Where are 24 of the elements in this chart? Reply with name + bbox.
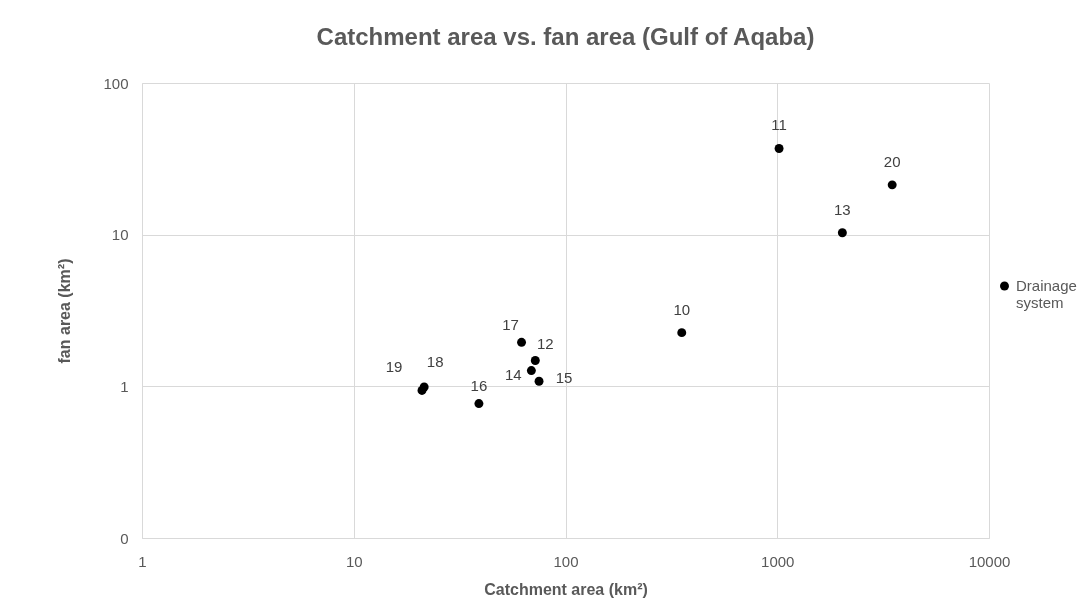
annotation: 20 — [883, 152, 901, 170]
y-tick-label: 10 — [111, 226, 129, 244]
annotation: 17 — [502, 316, 519, 334]
chart-title: Catchment area vs. fan area (Gulf of Aqaba) — [316, 23, 815, 50]
legend-label: Drainage system — [1016, 277, 1077, 311]
y-axis-title: fan area (km²) — [56, 258, 74, 364]
x-tick-label: 10000 — [968, 552, 1011, 570]
x-axis-title: Catchment area (km²) — [484, 580, 648, 598]
annotation: 19 — [385, 358, 403, 376]
annotation: 18 — [426, 353, 444, 370]
annotation: 11 — [771, 116, 787, 134]
annotation: 15 — [555, 369, 573, 387]
annotation: 14 — [505, 365, 522, 383]
annotation: 10 — [673, 300, 691, 318]
x-tick-label: 100 — [553, 552, 579, 570]
y-tick-label: 100 — [103, 74, 129, 92]
annotation: 16 — [470, 376, 488, 394]
y-tick-label: 0 — [120, 529, 129, 547]
x-tick-label: 1000 — [761, 552, 795, 570]
y-tick-label: 1 — [120, 377, 129, 395]
x-tick-label: 1 — [138, 552, 147, 570]
annotation: 12 — [536, 334, 554, 352]
x-tick-label: 10 — [345, 552, 363, 570]
annotation: 13 — [834, 200, 851, 218]
